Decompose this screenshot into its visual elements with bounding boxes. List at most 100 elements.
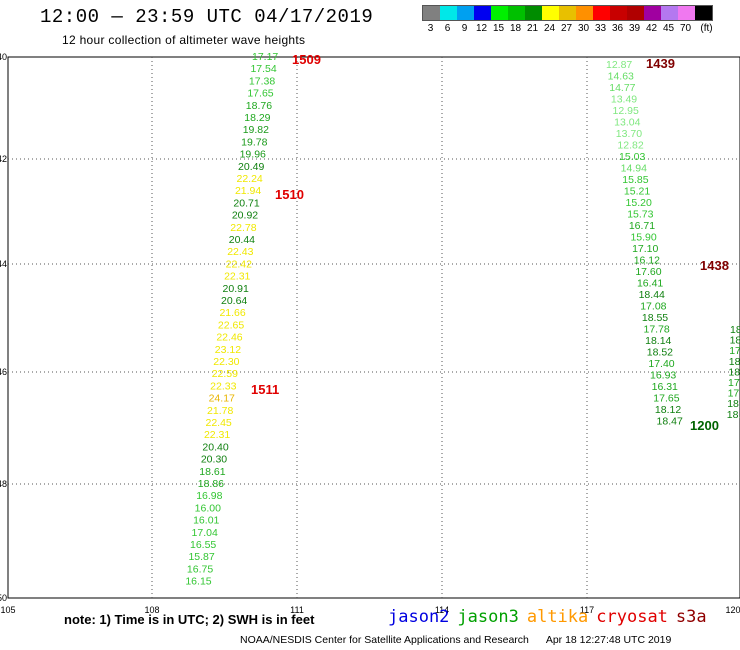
wave-height-value: 17.08 xyxy=(640,301,666,313)
wave-height-value: 16.31 xyxy=(652,381,678,393)
wave-height-value: 22.42 xyxy=(226,258,252,270)
wave-height-value: 17.7 xyxy=(728,377,740,389)
wave-height-value: 22.31 xyxy=(204,429,230,441)
wave-height-value: 18.86 xyxy=(198,478,224,490)
wave-height-value: 20.44 xyxy=(229,234,255,246)
satellite-s3a: s3a xyxy=(675,607,707,627)
track-pass-1509: 17.1717.5417.3817.6518.7618.2919.8219.78… xyxy=(185,51,278,588)
pass-time-label: 1438 xyxy=(700,258,729,273)
wave-height-value: 20.92 xyxy=(232,210,258,222)
legend-swatch xyxy=(695,6,712,20)
wave-height-value: 18.47 xyxy=(657,416,683,428)
legend-label: 27 xyxy=(560,23,573,34)
y-tick-label: 44 xyxy=(0,259,7,269)
pass-time-label: 1509 xyxy=(292,52,321,67)
wave-height-value: 13.04 xyxy=(614,117,640,129)
wave-height-value: 14.63 xyxy=(608,71,634,83)
wave-height-value: 18. xyxy=(727,398,740,410)
legend-label: 15 xyxy=(492,23,505,34)
pass-time-label: 1511 xyxy=(251,382,279,397)
wave-height-value: 14.94 xyxy=(621,163,647,175)
wave-height-value: 17.36 xyxy=(729,345,740,357)
y-tick-label: 42 xyxy=(0,154,7,164)
map-frame xyxy=(7,56,740,599)
satellite-jason2: jason2 xyxy=(388,607,450,627)
legend-swatch xyxy=(440,6,457,20)
wave-height-value: 22.59 xyxy=(212,368,238,380)
legend-swatch xyxy=(661,6,678,20)
wave-height-value: 18.24 xyxy=(729,356,740,368)
legend-swatch xyxy=(576,6,593,20)
wave-height-value: 20.40 xyxy=(202,441,228,453)
wave-height-value: 20.49 xyxy=(238,161,264,173)
wave-height-value: 16.15 xyxy=(185,576,211,588)
wave-height-value: 12.87 xyxy=(606,59,632,71)
legend-label: 30 xyxy=(577,23,590,34)
wave-height-value: 15.85 xyxy=(622,174,648,186)
wave-height-value: 13.70 xyxy=(616,128,642,140)
wave-height-value: 18. xyxy=(730,335,740,347)
wave-height-value: 18. xyxy=(730,324,740,336)
wave-height-value: 22.65 xyxy=(218,319,244,331)
wave-height-value: 19.82 xyxy=(243,124,269,136)
legend-labels: 3 6 9 12 15 18 21 24 27 30 33 36 39 42 45 70 (ft) xyxy=(422,23,713,35)
y-tick-label: 46 xyxy=(0,367,7,377)
x-tick-label: 105 xyxy=(0,605,15,615)
pass-time-label: 1510 xyxy=(275,187,304,202)
legend-swatch xyxy=(423,6,440,20)
satellite-altika: altika xyxy=(526,607,589,627)
wave-height-value: 17.60 xyxy=(635,266,661,278)
wave-height-value: 18.69 xyxy=(728,366,740,378)
legend-label: 3 xyxy=(427,23,434,34)
x-tick-label: 120 xyxy=(725,605,740,615)
wave-height-value: 17.9 xyxy=(728,388,740,400)
wave-height-value: 15.73 xyxy=(627,209,653,221)
wave-height-value: 17.40 xyxy=(648,358,674,370)
wave-height-value: 15.20 xyxy=(626,197,652,209)
satellite-cryosat: cryosat xyxy=(596,607,668,627)
pass-time-label: 1439 xyxy=(646,56,675,71)
wave-height-value: 17.38 xyxy=(249,75,275,87)
legend-label: 70 xyxy=(679,23,692,34)
y-tick-label: 50 xyxy=(0,593,7,603)
legend-swatch xyxy=(491,6,508,20)
wave-height-value: 16.00 xyxy=(195,502,221,514)
y-tick-label: 48 xyxy=(0,479,7,489)
wave-height-value: 16.55 xyxy=(190,539,216,551)
wave-height-value: 15.21 xyxy=(624,186,650,198)
wave-height-value: 17.65 xyxy=(653,393,679,405)
wave-height-value: 16.75 xyxy=(187,563,213,575)
footer-credit: NOAA/NESDIS Center for Satellite Applica… xyxy=(240,634,529,646)
footer-timestamp: Apr 18 12:27:48 UTC 2019 xyxy=(545,634,672,646)
altimeter-tracks: 17.1717.5417.3817.6518.7618.2919.8219.78… xyxy=(185,51,740,588)
satellite-key: jason2 jason3 altika cryosat s3a xyxy=(388,607,715,627)
track-pass-1438: 18.18.17.3618.2418.6917.717.918.18. xyxy=(727,324,740,421)
legend-swatch xyxy=(678,6,695,20)
y-tick-label: 40 xyxy=(0,52,7,62)
x-tick-labels: 105 108 111 114 117 120 xyxy=(0,605,740,615)
legend-label: 33 xyxy=(594,23,607,34)
legend-label: 6 xyxy=(444,23,451,34)
wave-height-value: 18. xyxy=(727,409,740,421)
wave-height-value: 17.54 xyxy=(250,63,276,75)
wave-height-value: 16.01 xyxy=(193,515,219,527)
legend-label: 42 xyxy=(645,23,658,34)
page-subtitle: 12 hour collection of altimeter wave hei… xyxy=(62,33,306,47)
wave-height-value: 20.71 xyxy=(233,197,259,209)
pass-time-label: 1200 xyxy=(690,418,719,433)
legend-swatch xyxy=(610,6,627,20)
x-tick-label: 114 xyxy=(435,605,449,615)
units-note: note: 1) Time is in UTC; 2) SWH is in fe… xyxy=(64,612,315,627)
track-pass-1439: 12.8714.6314.7713.4912.9513.0413.7012.82… xyxy=(606,59,683,428)
x-tick-label: 117 xyxy=(580,605,594,615)
map-border xyxy=(7,56,740,599)
legend-label: 39 xyxy=(628,23,641,34)
legend-swatch xyxy=(559,6,576,20)
wave-height-value: 19.78 xyxy=(241,136,267,148)
wave-height-value: 18.61 xyxy=(199,466,225,478)
legend-label: 21 xyxy=(526,23,539,34)
y-tick-labels: 40 42 44 46 48 50 xyxy=(0,52,7,603)
wave-height-value: 12.95 xyxy=(613,105,639,117)
wave-height-value: 14.77 xyxy=(609,82,635,94)
